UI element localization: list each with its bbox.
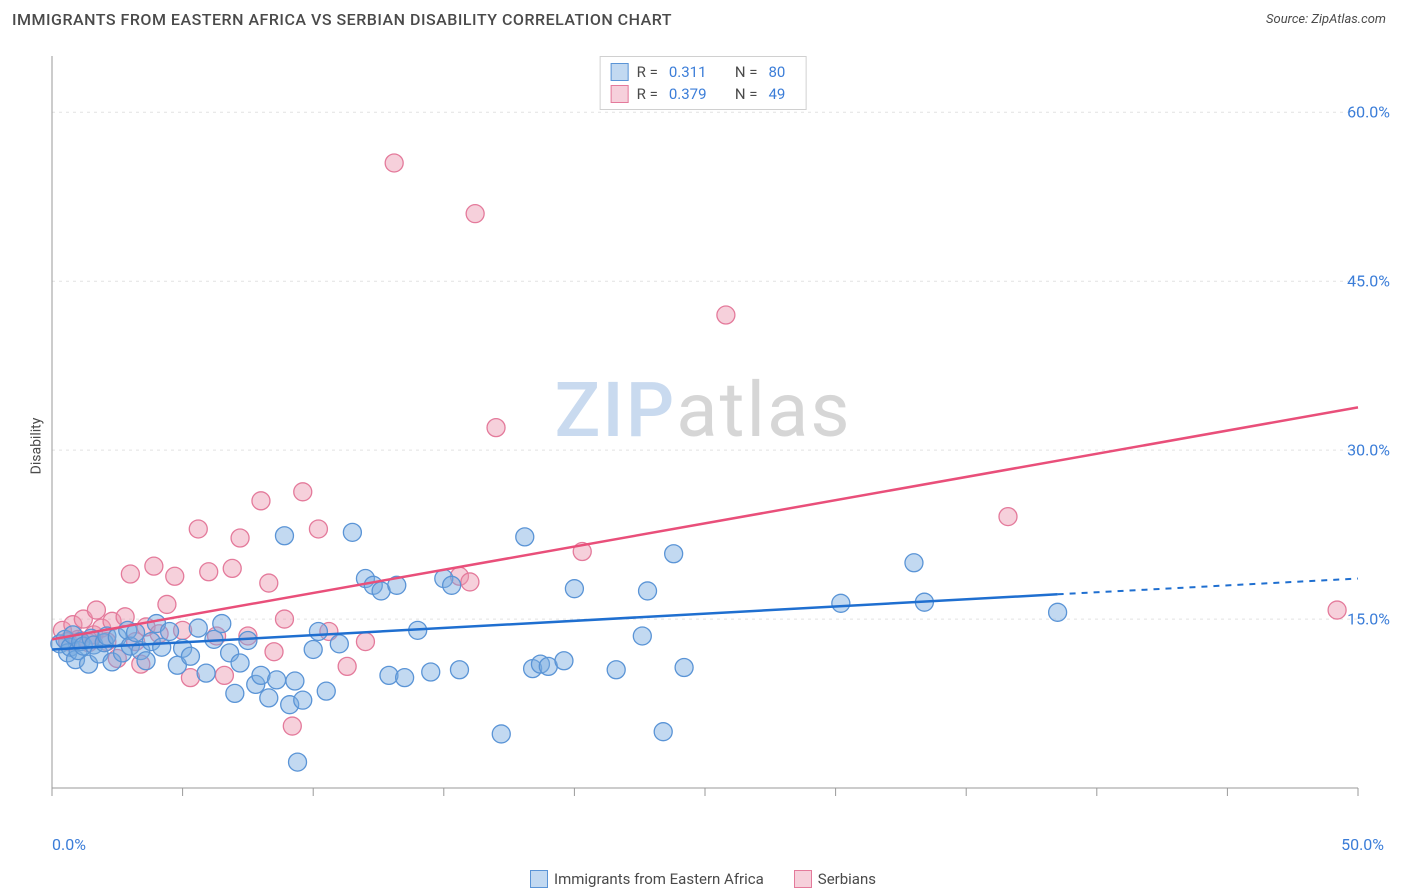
y-axis-label: Disability (28, 418, 44, 475)
legend-label-eastern-africa: Immigrants from Eastern Africa (554, 870, 764, 888)
legend-swatch-serbians (794, 870, 812, 888)
r-value-serbians: 0.379 (669, 85, 717, 103)
x-tick-min: 0.0% (52, 835, 86, 854)
y-tick-label: 60.0% (1347, 103, 1390, 122)
legend-item-serbians: Serbians (794, 870, 876, 888)
n-value-serbians: 49 (768, 85, 785, 103)
swatch-serbians (611, 85, 629, 103)
n-label: N = (735, 85, 758, 103)
n-label: N = (735, 63, 758, 81)
source-attribution: Source: ZipAtlas.com (1266, 12, 1386, 27)
y-tick-label: 30.0% (1347, 441, 1390, 460)
n-value-eastern-africa: 80 (768, 63, 785, 81)
chart-plot-area (48, 52, 1362, 812)
correlation-row-serbians: R = 0.379 N = 49 (611, 83, 796, 105)
scatter-plot-svg (48, 52, 1362, 812)
correlation-legend: R = 0.311 N = 80 R = 0.379 N = 49 (600, 56, 807, 110)
y-tick-label: 45.0% (1347, 272, 1390, 291)
chart-title: IMMIGRANTS FROM EASTERN AFRICA VS SERBIA… (12, 10, 672, 29)
swatch-eastern-africa (611, 63, 629, 81)
chart-header: IMMIGRANTS FROM EASTERN AFRICA VS SERBIA… (0, 0, 1406, 35)
legend-swatch-eastern-africa (530, 870, 548, 888)
r-value-eastern-africa: 0.311 (669, 63, 717, 81)
r-label: R = (637, 85, 658, 103)
series-legend: Immigrants from Eastern Africa Serbians (0, 870, 1406, 888)
x-tick-max: 50.0% (1341, 835, 1384, 854)
r-label: R = (637, 63, 658, 81)
y-tick-label: 15.0% (1347, 610, 1390, 629)
legend-item-eastern-africa: Immigrants from Eastern Africa (530, 870, 764, 888)
correlation-row-eastern-africa: R = 0.311 N = 80 (611, 61, 796, 83)
legend-label-serbians: Serbians (818, 870, 876, 888)
